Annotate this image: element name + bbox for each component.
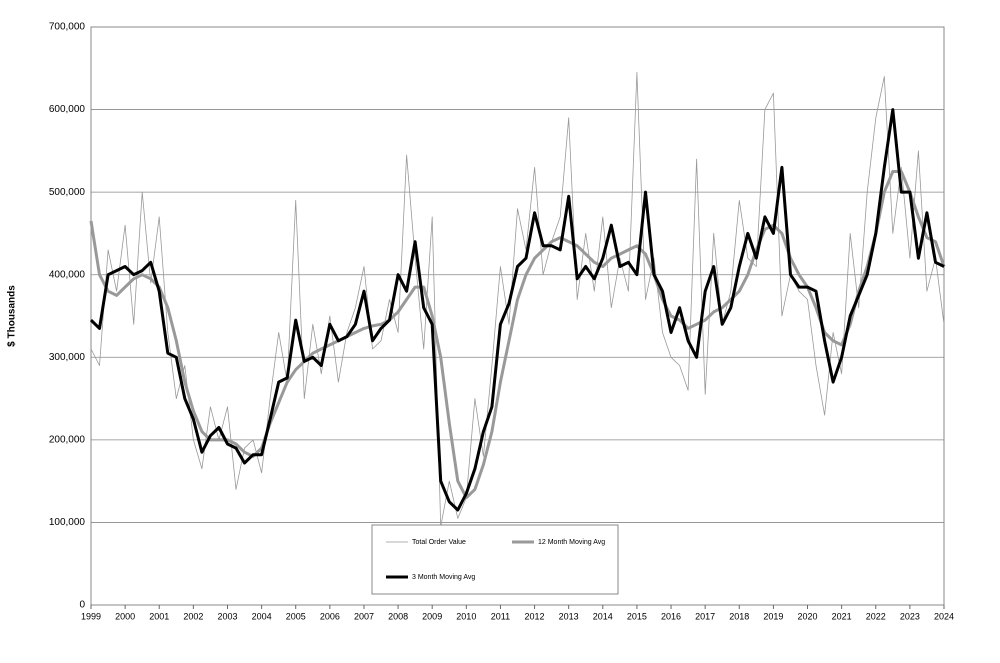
x-tick-label: 2010: [456, 611, 476, 621]
x-tick-label: 2012: [525, 611, 545, 621]
y-tick-label: 0: [79, 600, 85, 611]
x-tick-label: 2016: [661, 611, 681, 621]
y-tick-label: 500,000: [49, 187, 86, 198]
x-tick-label: 2014: [593, 611, 613, 621]
x-tick-label: 2013: [559, 611, 579, 621]
y-tick-label: 400,000: [49, 269, 86, 280]
x-tick-label: 2002: [183, 611, 203, 621]
y-tick-label: 600,000: [49, 104, 86, 115]
legend-label: Total Order Value: [412, 539, 466, 546]
y-axis-label: $ Thousands: [7, 285, 18, 347]
x-tick-label: 2008: [388, 611, 408, 621]
series-line: [90, 72, 945, 527]
x-tick-label: 2018: [729, 611, 749, 621]
y-tick-label: 300,000: [49, 352, 86, 363]
x-tick-label: 2006: [320, 611, 340, 621]
x-tick-label: 2024: [934, 611, 954, 621]
legend-label: 3 Month Moving Avg: [412, 574, 475, 581]
x-tick-label: 2023: [900, 611, 920, 621]
x-tick-label: 2011: [491, 611, 510, 621]
plot-area: [90, 26, 945, 606]
x-tick-label: 2022: [866, 611, 886, 621]
x-tick-label: 2007: [354, 611, 374, 621]
x-tick-label: 2001: [149, 611, 169, 621]
y-tick-label: 700,000: [49, 22, 86, 33]
x-tick-label: 2015: [627, 611, 647, 621]
x-tick-label: 2004: [252, 611, 272, 621]
legend-label: 12 Month Moving Avg: [538, 539, 605, 546]
x-tick-label: 2019: [763, 611, 783, 621]
x-tick-label: 2003: [217, 611, 237, 621]
series-line: [89, 108, 945, 512]
x-tick-label: 1999: [81, 611, 101, 621]
x-tick-label: 2017: [695, 611, 715, 621]
x-tick-label: 2021: [832, 611, 852, 621]
series-line: [89, 170, 946, 500]
y-tick-label: 200,000: [49, 434, 86, 445]
legend-box: [371, 524, 619, 595]
x-tick-label: 2020: [798, 611, 818, 621]
x-tick-label: 2005: [286, 611, 306, 621]
x-tick-label: 2000: [115, 611, 135, 621]
y-tick-label: 100,000: [49, 517, 86, 528]
x-tick-label: 2009: [422, 611, 442, 621]
